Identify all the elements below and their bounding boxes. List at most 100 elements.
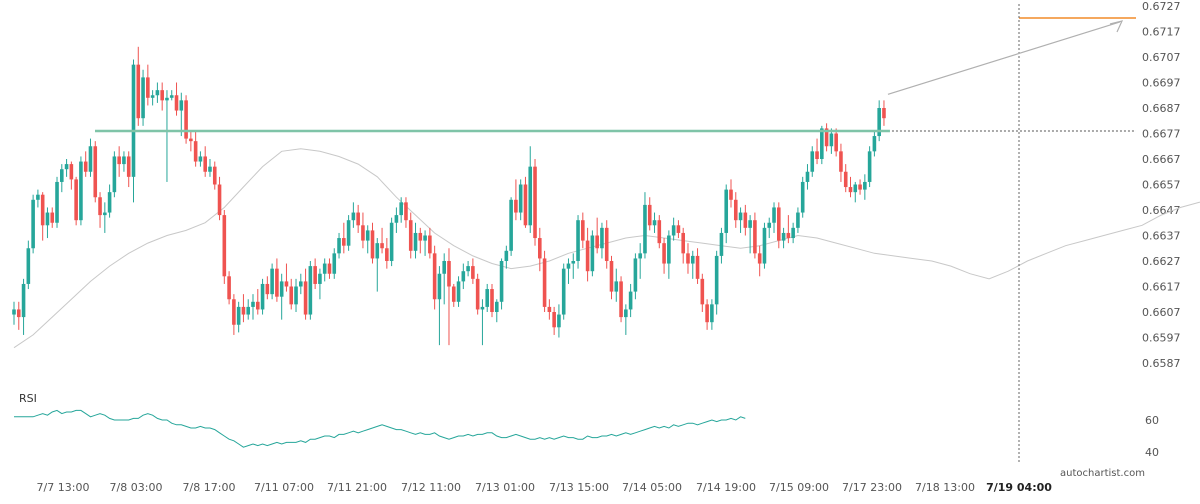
candle-body (695, 255, 700, 279)
candle (227, 271, 231, 305)
candle (863, 174, 867, 200)
candle-body (146, 77, 150, 98)
candle-body (160, 90, 164, 101)
x-tick-label: 7/7 13:00 (37, 481, 90, 494)
candle-body (576, 220, 580, 261)
candle-body (466, 266, 470, 272)
candle-body (88, 146, 93, 172)
candle (805, 164, 810, 190)
candle-body (509, 199, 513, 251)
candle (705, 299, 709, 330)
candle-body (863, 181, 867, 190)
candle (179, 92, 184, 137)
candle (647, 197, 652, 231)
candle-body (882, 108, 886, 119)
candle-body (810, 151, 815, 172)
candle (786, 215, 791, 244)
candle (303, 268, 308, 320)
candle-body (322, 263, 327, 274)
candle-body (255, 301, 260, 310)
candle (370, 222, 375, 264)
candle (738, 207, 743, 233)
candle-body (461, 271, 466, 282)
candle-body (189, 138, 193, 142)
candle (423, 230, 427, 256)
candle-body (428, 235, 432, 254)
candle-body (848, 187, 853, 193)
candle (475, 273, 480, 315)
candle (504, 245, 509, 269)
candle-body (748, 220, 752, 228)
candle-body (647, 204, 652, 226)
candle (676, 220, 681, 239)
candle-body (313, 266, 317, 284)
candle-body (777, 207, 781, 241)
candle-body (270, 268, 274, 295)
candle (538, 227, 542, 272)
candle-body (126, 156, 131, 177)
candle (757, 245, 762, 277)
candle-body (380, 243, 384, 249)
candle-body (112, 156, 117, 193)
candle (299, 273, 303, 295)
candle (165, 90, 169, 182)
candle-body (815, 151, 819, 159)
candle (514, 179, 518, 221)
candle-body (45, 212, 50, 226)
candle-body (490, 289, 494, 312)
candle (232, 294, 236, 335)
candle (45, 207, 50, 239)
y-tick-label: 0.6607 (1142, 306, 1181, 319)
candle-body (208, 166, 212, 172)
candle-body (212, 166, 217, 185)
candle (117, 146, 121, 177)
candle-body (236, 306, 241, 325)
y-tick-label: 0.6597 (1142, 332, 1181, 345)
candle (103, 202, 107, 233)
candle-body (26, 248, 31, 284)
candle-body (671, 225, 676, 236)
candle (652, 212, 657, 233)
candle (824, 123, 829, 152)
candle-body (284, 281, 289, 287)
candle (700, 273, 705, 312)
candle-body (179, 100, 184, 111)
candle (64, 159, 69, 177)
candle (681, 227, 685, 264)
candle (461, 263, 466, 290)
candle (839, 143, 843, 182)
candle-body (260, 283, 265, 310)
candle-body (289, 286, 294, 305)
candle-body (55, 181, 59, 223)
candle-body (265, 283, 270, 295)
candle-body (418, 232, 423, 241)
candle (494, 299, 499, 323)
candle-body (169, 95, 174, 98)
candle (189, 130, 193, 152)
candle (690, 250, 695, 279)
candle-body (198, 156, 203, 162)
candle (83, 151, 88, 177)
candle (361, 212, 365, 249)
candle-body (690, 255, 695, 264)
candle (581, 212, 585, 249)
candle (643, 192, 647, 259)
candle-body (241, 306, 246, 315)
candle (380, 227, 384, 254)
candle (346, 215, 351, 251)
candle (834, 128, 838, 157)
candle-body (227, 276, 231, 300)
candle (671, 217, 676, 241)
candle-body (542, 258, 547, 307)
candle-body (31, 199, 35, 249)
candle-body (98, 197, 102, 216)
candle-body (547, 306, 552, 312)
candle (198, 151, 203, 167)
x-tick-label: 7/11 07:00 (254, 481, 314, 494)
candle-body (408, 220, 413, 251)
candle-body (729, 189, 733, 200)
candle-body (494, 301, 499, 312)
candle-body (858, 184, 862, 190)
candle-body (375, 243, 380, 259)
x-tick-label: 7/13 01:00 (475, 481, 535, 494)
